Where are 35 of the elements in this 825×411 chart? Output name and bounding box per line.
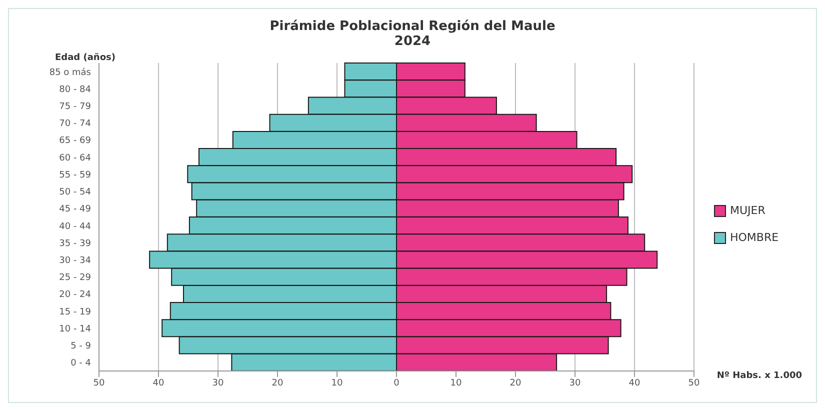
- y-tick-label: 40 - 44: [59, 222, 92, 232]
- y-tick-label: 85 o más: [49, 66, 92, 78]
- chart-title: Pirámide Poblacional Región del Maule: [268, 19, 556, 34]
- y-tick-label: 30 - 34: [59, 256, 92, 266]
- x-tick-label: 40: [152, 378, 164, 388]
- y-tick-label: 45 - 49: [59, 204, 92, 215]
- y-tick-label: 70 - 74: [59, 119, 92, 130]
- x-tick-label: 50: [93, 378, 105, 388]
- y-tick-label: 10 - 14: [59, 324, 92, 334]
- y-tick-label: 5 - 9: [70, 342, 92, 352]
- y-tick-label: 65 - 69: [59, 136, 92, 146]
- y-tick-label: 0 - 4: [70, 358, 92, 369]
- y-tick-label: 75 - 79: [59, 102, 92, 112]
- y-tick-label: 60 - 64: [59, 153, 92, 164]
- x-tick-label: 10: [450, 378, 462, 388]
- y-axis-title: Edad (años): [55, 53, 116, 63]
- x-tick-label: 30: [569, 378, 581, 388]
- y-tick-label: 80 - 84: [59, 84, 92, 95]
- x-tick-label: 30: [212, 378, 224, 388]
- x-tick-label: 10: [331, 378, 343, 388]
- y-tick-label: 15 - 19: [59, 307, 92, 318]
- x-tick-label: 40: [628, 378, 640, 388]
- x-tick-label: 20: [510, 378, 522, 388]
- y-tick-label: 25 - 29: [59, 273, 92, 284]
- y-tick-label: 20 - 24: [59, 290, 92, 300]
- legend-label: HOMBRE: [730, 231, 779, 244]
- y-tick-label: 55 - 59: [59, 170, 92, 180]
- legend-label: MUJER: [730, 204, 766, 217]
- y-tick-label: 50 - 54: [59, 188, 92, 198]
- x-tick-label: 20: [272, 378, 284, 388]
- x-tick-label: 0: [394, 378, 400, 388]
- chart-subtitle: 2024: [393, 34, 432, 49]
- x-tick-label: 50: [688, 378, 700, 388]
- y-tick-label: 35 - 39: [59, 238, 92, 249]
- text: Nº Habs. x 1.000: [716, 371, 802, 381]
